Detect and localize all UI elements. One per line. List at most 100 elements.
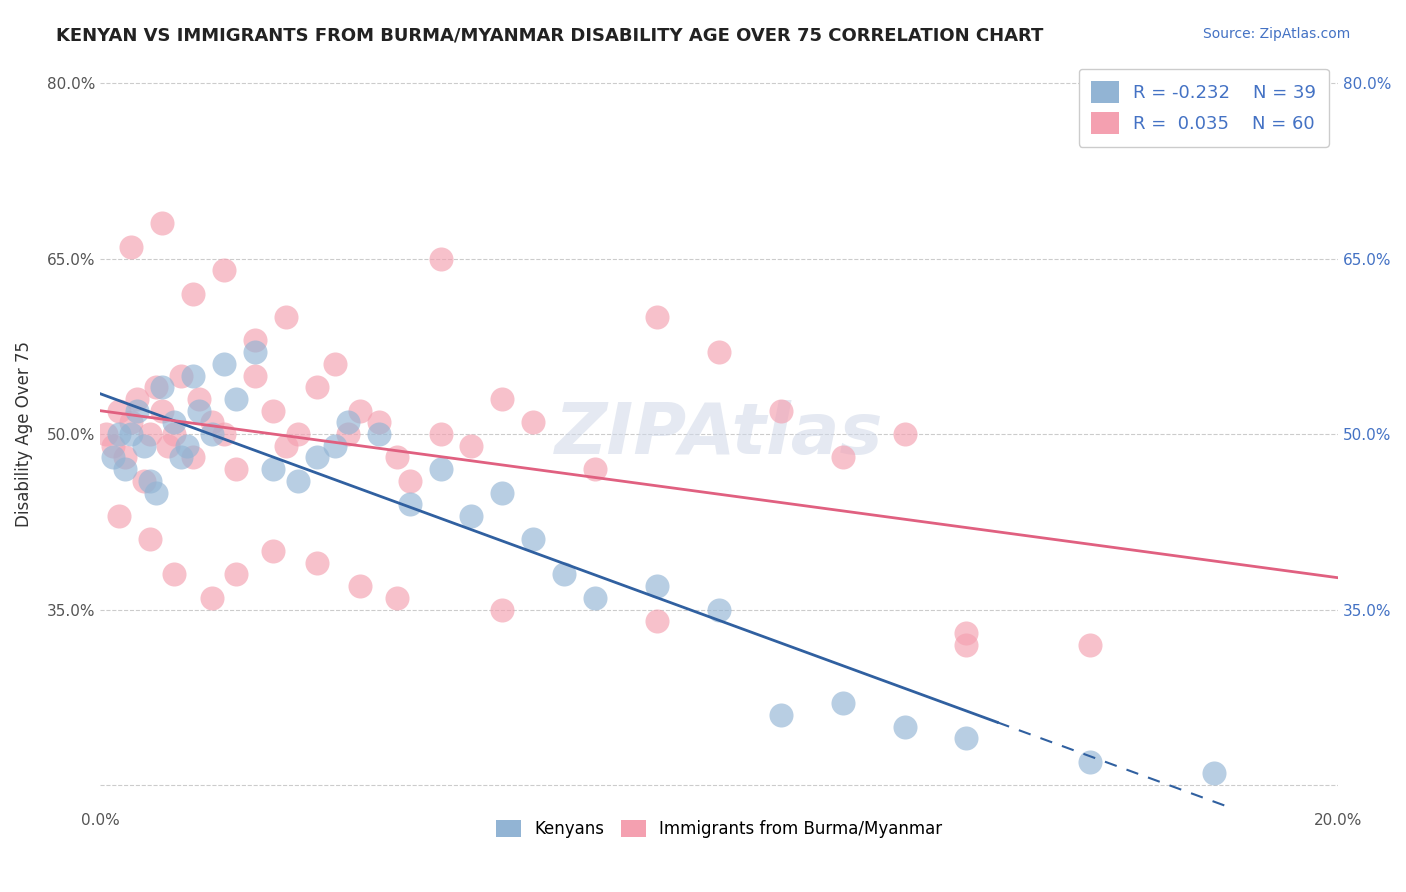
Point <box>139 427 162 442</box>
Point <box>132 474 155 488</box>
Point <box>583 462 606 476</box>
Point <box>460 439 482 453</box>
Point <box>491 485 513 500</box>
Point <box>325 439 347 453</box>
Y-axis label: Disability Age Over 75: Disability Age Over 75 <box>15 341 32 527</box>
Point <box>305 556 328 570</box>
Point <box>893 720 915 734</box>
Point <box>108 403 131 417</box>
Point <box>108 427 131 442</box>
Point <box>583 591 606 605</box>
Point <box>707 345 730 359</box>
Point <box>1078 755 1101 769</box>
Point <box>274 439 297 453</box>
Point <box>150 403 173 417</box>
Point <box>212 357 235 371</box>
Point <box>181 286 204 301</box>
Point <box>429 462 451 476</box>
Point <box>163 427 186 442</box>
Point <box>120 427 142 442</box>
Point <box>120 240 142 254</box>
Point <box>150 380 173 394</box>
Point <box>163 415 186 429</box>
Point <box>243 345 266 359</box>
Point <box>955 626 977 640</box>
Point <box>181 450 204 465</box>
Point <box>145 485 167 500</box>
Point <box>287 427 309 442</box>
Point <box>225 462 247 476</box>
Point <box>429 427 451 442</box>
Point <box>212 263 235 277</box>
Point <box>181 368 204 383</box>
Point <box>1202 766 1225 780</box>
Point <box>145 380 167 394</box>
Point <box>163 567 186 582</box>
Point <box>491 602 513 616</box>
Point <box>127 403 149 417</box>
Point <box>101 450 124 465</box>
Point <box>96 427 118 442</box>
Point <box>225 392 247 406</box>
Point <box>893 427 915 442</box>
Point <box>349 403 371 417</box>
Point <box>645 579 668 593</box>
Point <box>955 731 977 746</box>
Point <box>645 310 668 324</box>
Point <box>831 696 853 710</box>
Point <box>522 415 544 429</box>
Legend: Kenyans, Immigrants from Burma/Myanmar: Kenyans, Immigrants from Burma/Myanmar <box>489 814 949 845</box>
Point <box>243 368 266 383</box>
Point <box>398 474 420 488</box>
Point <box>139 474 162 488</box>
Point <box>188 392 211 406</box>
Point <box>243 334 266 348</box>
Point <box>429 252 451 266</box>
Point <box>201 427 224 442</box>
Point <box>1078 638 1101 652</box>
Text: KENYAN VS IMMIGRANTS FROM BURMA/MYANMAR DISABILITY AGE OVER 75 CORRELATION CHART: KENYAN VS IMMIGRANTS FROM BURMA/MYANMAR … <box>56 27 1043 45</box>
Point <box>522 533 544 547</box>
Point <box>101 439 124 453</box>
Point <box>387 591 409 605</box>
Point <box>336 427 359 442</box>
Point <box>108 508 131 523</box>
Point <box>150 216 173 230</box>
Point <box>831 450 853 465</box>
Point <box>349 579 371 593</box>
Point <box>120 415 142 429</box>
Point <box>176 439 198 453</box>
Point <box>553 567 575 582</box>
Point <box>305 450 328 465</box>
Point <box>769 403 792 417</box>
Point <box>769 707 792 722</box>
Point <box>188 403 211 417</box>
Point <box>367 415 389 429</box>
Point <box>287 474 309 488</box>
Point <box>460 508 482 523</box>
Point <box>263 403 285 417</box>
Point <box>274 310 297 324</box>
Point <box>157 439 180 453</box>
Point <box>201 415 224 429</box>
Text: ZIPAtlas: ZIPAtlas <box>555 400 883 468</box>
Point <box>955 638 977 652</box>
Point <box>387 450 409 465</box>
Point <box>127 392 149 406</box>
Point <box>201 591 224 605</box>
Point <box>707 602 730 616</box>
Point <box>336 415 359 429</box>
Point <box>645 614 668 628</box>
Point <box>263 462 285 476</box>
Point <box>491 392 513 406</box>
Point <box>367 427 389 442</box>
Point <box>170 450 193 465</box>
Point <box>398 497 420 511</box>
Text: Source: ZipAtlas.com: Source: ZipAtlas.com <box>1202 27 1350 41</box>
Point <box>139 533 162 547</box>
Point <box>114 450 136 465</box>
Point <box>170 368 193 383</box>
Point <box>212 427 235 442</box>
Point <box>225 567 247 582</box>
Point <box>263 544 285 558</box>
